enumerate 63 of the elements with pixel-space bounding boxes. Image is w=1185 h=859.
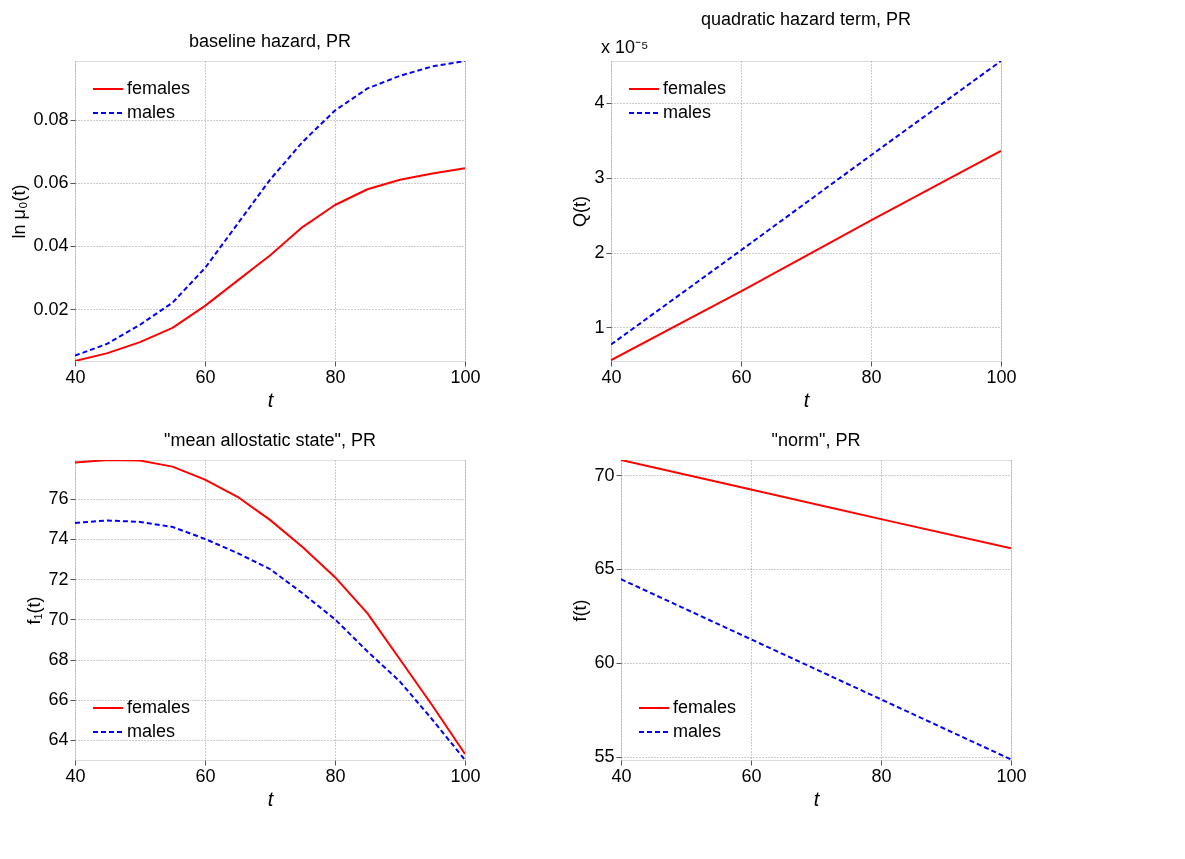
x-tick-label: 80 [861, 366, 882, 387]
y-tick-label: 0.04 [33, 235, 69, 256]
y-axis-title: f₁(t) [24, 596, 45, 625]
line-series [611, 149, 1001, 361]
legend-label: females [673, 697, 737, 717]
x-axis-title: t [803, 388, 811, 411]
x-tick-label: 60 [195, 366, 216, 387]
legend-label: males [673, 721, 722, 741]
chart-title: "mean allostatic state", PR [164, 430, 376, 450]
y-tick-label: 66 [48, 689, 69, 710]
x-axis-title: t [267, 787, 275, 810]
y-tick-label: 68 [48, 649, 69, 670]
legend-label: females [663, 78, 727, 98]
x-tick-label: 40 [601, 366, 622, 387]
y-tick-label: 60 [594, 652, 615, 673]
y-tick-label: 3 [594, 167, 605, 188]
legend-label: males [663, 102, 712, 122]
y-tick-label: 70 [48, 608, 69, 629]
y-tick-label: 55 [594, 746, 615, 767]
x-tick-label: 80 [325, 366, 346, 387]
y-tick-label: 0.02 [33, 298, 69, 319]
y-tick-label: 72 [48, 568, 69, 589]
x-tick-label: 60 [195, 765, 216, 786]
y-tick-label: 64 [48, 729, 69, 750]
chart-title: baseline hazard, PR [188, 31, 352, 51]
x-tick-label: 40 [65, 765, 86, 786]
y-tick-label: 65 [594, 558, 615, 579]
line-series [75, 519, 465, 760]
line-series [75, 167, 465, 361]
x-tick-label: 40 [611, 765, 632, 786]
y-axis-title: ln μ₀(t) [9, 184, 30, 239]
legend-label: females [127, 697, 191, 717]
y-tick-label: 4 [594, 92, 605, 113]
y-tick-label: 1 [594, 316, 605, 337]
legend-label: females [127, 78, 191, 98]
legend-label: males [127, 102, 176, 122]
y-tick-label: 0.06 [33, 172, 69, 193]
y-tick-label: 74 [48, 528, 69, 549]
x-tick-label: 60 [741, 765, 762, 786]
x-tick-label: 100 [996, 765, 1027, 786]
y-tick-label: 0.08 [33, 109, 69, 130]
x-tick-label: 40 [65, 366, 86, 387]
chart-title: quadratic hazard term, PR [700, 9, 912, 29]
line-series [621, 460, 1011, 550]
x-tick-label: 80 [871, 765, 892, 786]
x-tick-label: 100 [450, 366, 481, 387]
chart-title: "norm", PR [771, 430, 861, 450]
x-tick-label: 100 [986, 366, 1017, 387]
text: x 10⁻⁵ [601, 37, 649, 57]
y-axis-title: Q(t) [570, 196, 591, 227]
y-tick-label: 76 [48, 488, 69, 509]
line-series [75, 460, 465, 755]
x-tick-label: 80 [325, 765, 346, 786]
line-series [611, 61, 1001, 346]
x-axis-title: t [813, 787, 821, 810]
x-tick-label: 60 [731, 366, 752, 387]
x-tick-label: 100 [450, 765, 481, 786]
y-tick-label: 2 [594, 242, 605, 263]
x-axis-title: t [267, 388, 275, 411]
line-series [75, 61, 465, 357]
y-axis-title: f(t) [570, 599, 591, 622]
y-tick-label: 70 [594, 464, 615, 485]
legend-label: males [127, 721, 176, 741]
